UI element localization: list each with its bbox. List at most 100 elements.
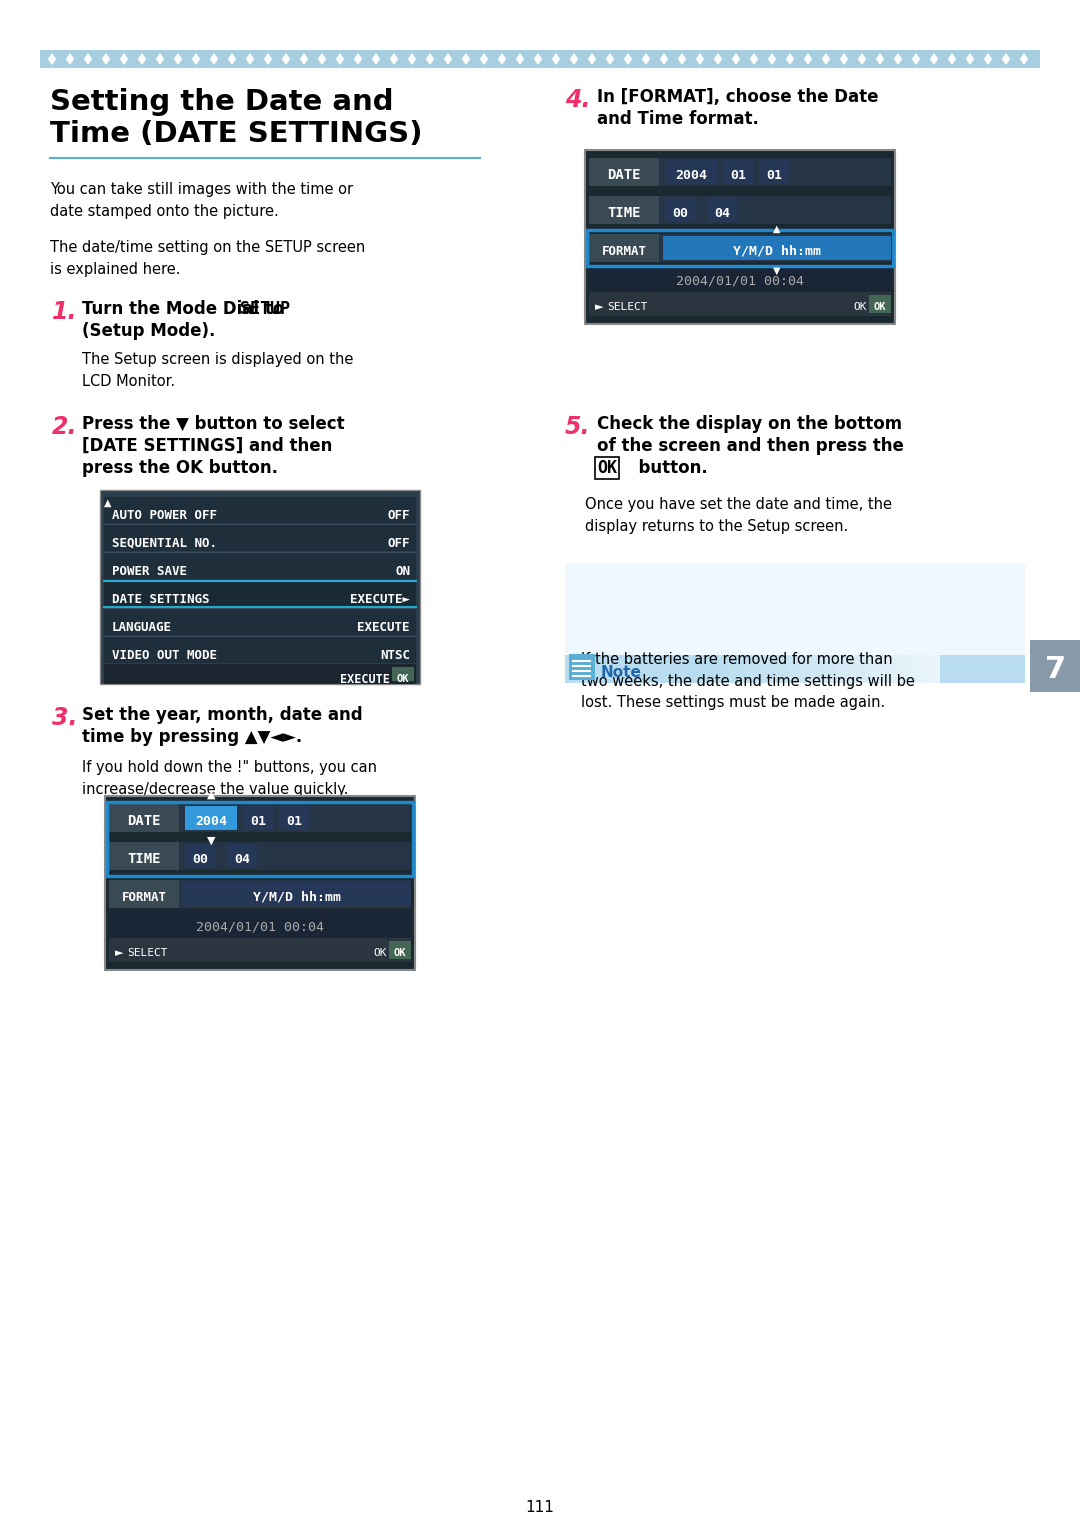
Text: and Time format.: and Time format. — [597, 110, 759, 128]
Bar — [109, 880, 179, 908]
Polygon shape — [174, 53, 183, 66]
Polygon shape — [624, 53, 632, 66]
Bar — [850, 656, 865, 683]
Text: DATE: DATE — [607, 168, 640, 182]
Polygon shape — [732, 53, 740, 66]
Bar — [820, 656, 835, 683]
Text: 01: 01 — [730, 168, 746, 182]
Text: OFF: OFF — [388, 536, 410, 550]
Bar — [565, 656, 1025, 683]
Bar — [589, 264, 891, 292]
Text: Set the year, month, date and: Set the year, month, date and — [82, 706, 363, 724]
Text: 4.: 4. — [565, 89, 591, 112]
Bar — [109, 804, 411, 833]
Bar — [835, 656, 850, 683]
Polygon shape — [858, 53, 866, 66]
Text: EXECUTE: EXECUTE — [340, 672, 390, 686]
Text: OK: OK — [874, 303, 887, 312]
Polygon shape — [714, 53, 723, 66]
Polygon shape — [750, 53, 758, 66]
Bar — [730, 656, 745, 683]
Text: OK: OK — [374, 947, 387, 958]
Text: DATE SETTINGS: DATE SETTINGS — [112, 593, 210, 605]
Text: EXECUTE►: EXECUTE► — [350, 593, 410, 605]
Polygon shape — [894, 53, 902, 66]
Text: ▼: ▼ — [773, 266, 781, 277]
Text: DATE: DATE — [127, 814, 161, 828]
Bar — [109, 842, 411, 869]
Bar — [104, 553, 416, 579]
Bar — [895, 656, 910, 683]
Polygon shape — [984, 53, 993, 66]
Text: Time (DATE SETTINGS): Time (DATE SETTINGS) — [50, 121, 422, 148]
Text: If you hold down the !" buttons, you can
increase/decrease the value quickly.: If you hold down the !" buttons, you can… — [82, 759, 377, 796]
Text: OK: OK — [396, 674, 409, 685]
Text: press the OK button.: press the OK button. — [82, 458, 278, 477]
Polygon shape — [642, 53, 650, 66]
Text: 00: 00 — [192, 853, 208, 865]
Text: 2004: 2004 — [675, 168, 707, 182]
Text: ▲: ▲ — [206, 790, 215, 801]
Polygon shape — [336, 53, 345, 66]
Text: [DATE SETTINGS] and then: [DATE SETTINGS] and then — [82, 437, 333, 455]
Bar — [107, 802, 413, 876]
Text: FORMAT: FORMAT — [121, 891, 166, 903]
Bar — [759, 160, 789, 183]
Text: ON: ON — [395, 564, 410, 578]
Bar — [243, 805, 273, 830]
Bar — [565, 562, 1025, 571]
Bar — [109, 938, 411, 963]
Polygon shape — [390, 53, 399, 66]
Polygon shape — [588, 53, 596, 66]
Polygon shape — [876, 53, 885, 66]
Bar — [185, 805, 237, 830]
Bar — [104, 526, 416, 552]
Polygon shape — [264, 53, 272, 66]
Polygon shape — [552, 53, 561, 66]
Bar — [183, 882, 411, 906]
Bar — [775, 656, 789, 683]
Bar — [588, 231, 893, 266]
Polygon shape — [966, 53, 974, 66]
Bar — [40, 50, 1040, 69]
Text: 1.: 1. — [52, 299, 78, 324]
Bar — [100, 490, 420, 685]
Polygon shape — [228, 53, 237, 66]
Text: ▲: ▲ — [773, 225, 781, 234]
Text: VIDEO OUT MODE: VIDEO OUT MODE — [112, 648, 217, 662]
Bar — [109, 842, 179, 869]
Polygon shape — [48, 53, 56, 66]
Bar — [589, 292, 891, 316]
Polygon shape — [300, 53, 308, 66]
Bar — [760, 656, 775, 683]
Bar — [109, 880, 411, 908]
Bar — [569, 654, 595, 680]
Polygon shape — [1020, 53, 1028, 66]
Polygon shape — [156, 53, 164, 66]
Bar — [805, 656, 820, 683]
Polygon shape — [786, 53, 794, 66]
Text: of the screen and then press the: of the screen and then press the — [597, 437, 904, 455]
Polygon shape — [840, 53, 848, 66]
Polygon shape — [912, 53, 920, 66]
Bar — [104, 637, 416, 663]
Text: ▼: ▼ — [206, 836, 215, 847]
Text: 5.: 5. — [565, 416, 591, 439]
Text: 04: 04 — [714, 206, 730, 220]
Text: (Setup Mode).: (Setup Mode). — [82, 322, 215, 341]
Polygon shape — [1002, 53, 1010, 66]
Text: 111: 111 — [526, 1500, 554, 1514]
Polygon shape — [354, 53, 362, 66]
Text: OK: OK — [853, 303, 867, 312]
Text: OFF: OFF — [388, 509, 410, 521]
Bar — [745, 656, 760, 683]
Text: EXECUTE: EXECUTE — [357, 620, 410, 634]
Text: 04: 04 — [234, 853, 249, 865]
Text: ►: ► — [595, 303, 604, 312]
Polygon shape — [120, 53, 129, 66]
Bar — [589, 234, 659, 261]
Text: 01: 01 — [286, 814, 302, 828]
Polygon shape — [606, 53, 615, 66]
Polygon shape — [444, 53, 453, 66]
Bar — [589, 157, 891, 186]
